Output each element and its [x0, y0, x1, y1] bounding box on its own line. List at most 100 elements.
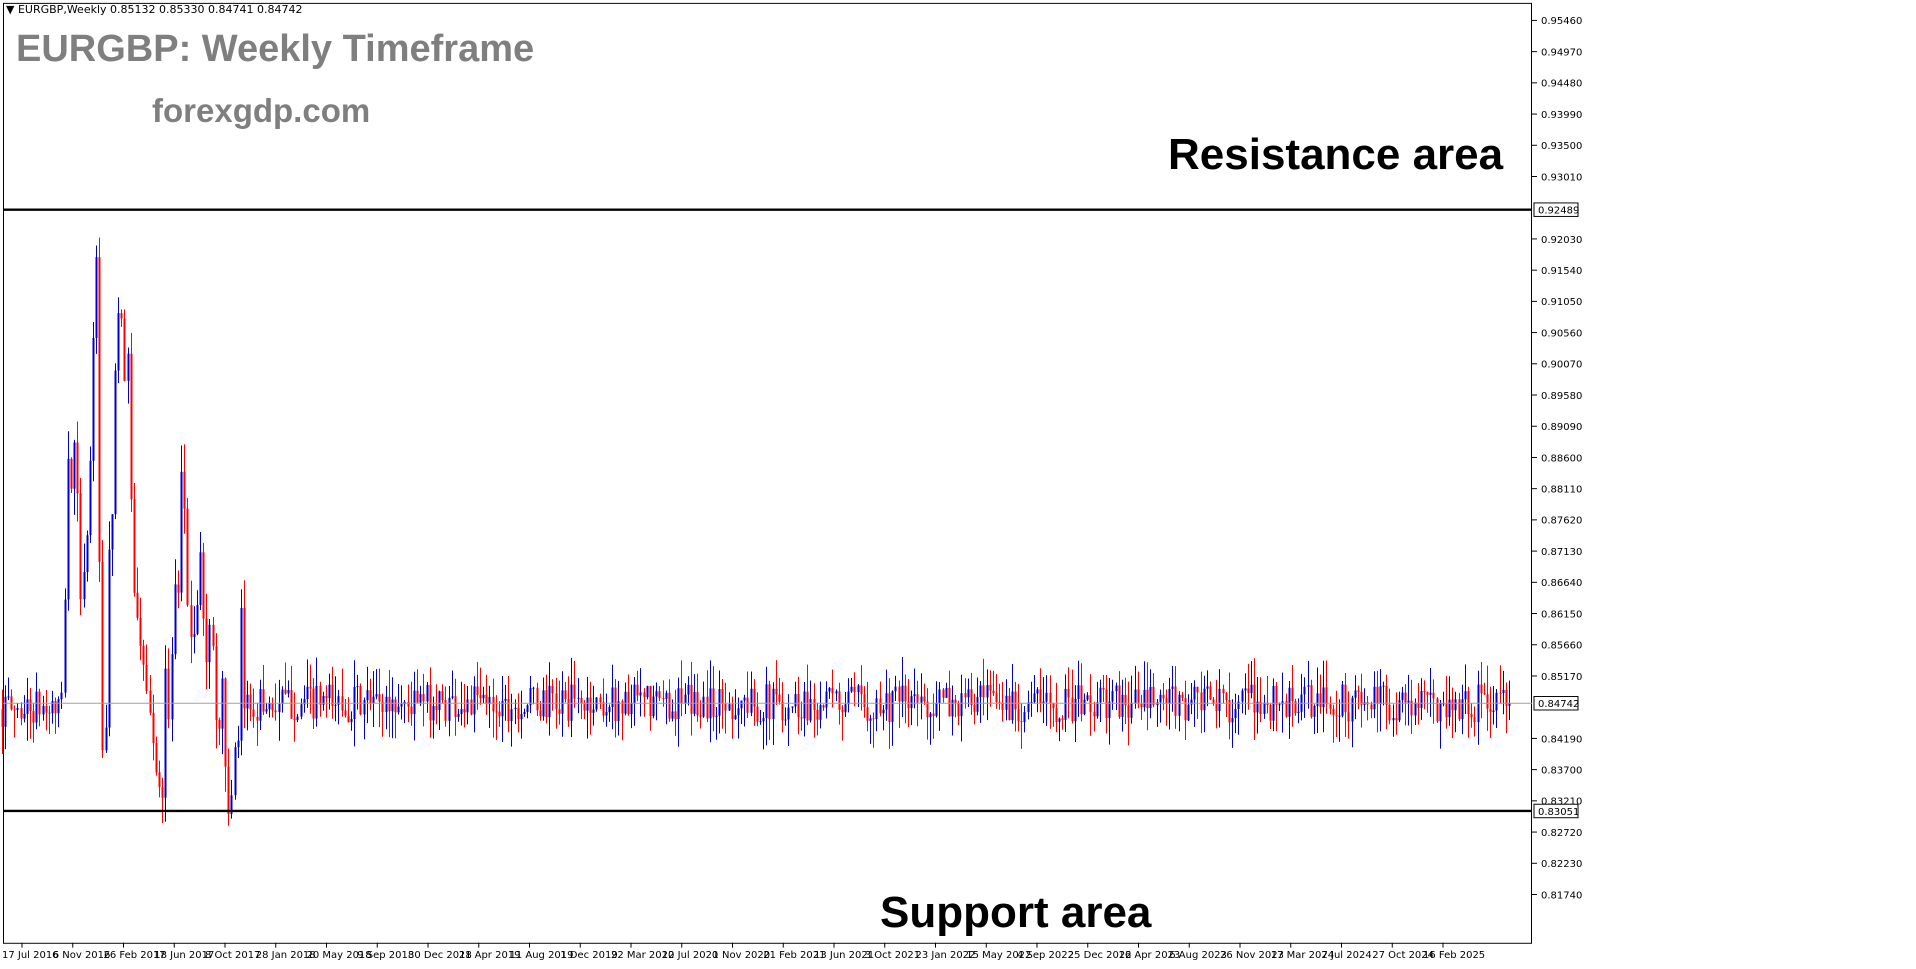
candle [1508, 680, 1511, 721]
candle [621, 699, 624, 741]
x-tick-label: 25 Dec 2022 [1068, 950, 1132, 961]
candle [1077, 660, 1080, 717]
candle [101, 540, 104, 759]
candle [526, 704, 529, 719]
candle [740, 700, 743, 724]
candle [643, 688, 646, 717]
candle [444, 686, 447, 727]
candle [1067, 667, 1070, 719]
candle [847, 678, 850, 713]
candle [240, 589, 243, 756]
x-tick-label: 20 May 2018 [307, 950, 372, 961]
candle [290, 665, 293, 720]
candle [234, 742, 237, 800]
candle [344, 699, 347, 718]
candle [1505, 682, 1508, 734]
candle [885, 669, 888, 721]
candle [1005, 679, 1008, 721]
candle [123, 309, 126, 382]
candle [844, 691, 847, 717]
chart-header: ▼ EURGBP,Weekly 0.85132 0.85330 0.84741 … [6, 3, 302, 16]
candle [1127, 681, 1130, 746]
candle [92, 321, 95, 482]
candle [1414, 698, 1417, 725]
candle [1278, 702, 1281, 712]
candle [1382, 681, 1385, 706]
candle [828, 686, 831, 699]
candle [1250, 661, 1253, 699]
candle [246, 680, 249, 731]
candle [1146, 662, 1149, 731]
candle [309, 664, 312, 714]
price-axis: 0.95460 0.94970 0.94480 0.93990 0.93500 0.930… [1532, 16, 1582, 901]
candle [787, 694, 790, 747]
candle [51, 690, 54, 724]
candle [1071, 669, 1074, 724]
candle [1001, 681, 1004, 722]
dropdown-triangle-icon[interactable]: ▼ [6, 3, 15, 16]
candle [57, 696, 60, 728]
candle [948, 670, 951, 717]
candle [224, 677, 227, 792]
candle [649, 685, 652, 731]
candle [715, 706, 718, 740]
candle [1360, 673, 1363, 728]
candle [463, 683, 466, 728]
candle [608, 704, 611, 722]
candle [1303, 677, 1306, 718]
candle [567, 676, 570, 727]
current-price-tag: 0.84742 [1533, 696, 1579, 711]
candle [501, 675, 504, 743]
candle [1244, 673, 1247, 715]
candle [1115, 682, 1118, 711]
candle [1200, 671, 1203, 734]
candle [73, 439, 76, 515]
candle [1395, 692, 1398, 735]
candle [1102, 675, 1105, 702]
candle [853, 672, 856, 707]
candle [636, 670, 639, 702]
candle [1165, 689, 1168, 726]
candle [457, 708, 460, 722]
candle [16, 703, 19, 719]
y-tick-label: 0.86640 [1541, 578, 1582, 589]
candle [706, 670, 709, 723]
candle [359, 683, 362, 716]
candle [784, 707, 787, 726]
candle [1266, 675, 1269, 714]
candle [319, 681, 322, 717]
candle [901, 656, 904, 718]
candle [108, 521, 111, 737]
candle [155, 736, 158, 776]
candle [1222, 684, 1225, 704]
candle [564, 681, 567, 703]
candle [813, 683, 816, 738]
candle [136, 567, 139, 621]
candle [577, 678, 580, 714]
candle [1388, 688, 1391, 725]
candle [1464, 664, 1467, 715]
candle [665, 690, 668, 725]
candle [1310, 679, 1313, 719]
candle [95, 245, 98, 354]
candle [819, 681, 822, 729]
x-tick-label: 1 Dec 2019 [560, 950, 617, 961]
candle [1209, 681, 1212, 701]
support-label: Support area [880, 888, 1152, 937]
candle [1329, 696, 1332, 715]
candle [1140, 694, 1143, 720]
candle [768, 680, 771, 740]
candle [1061, 714, 1064, 730]
candle [1332, 704, 1335, 743]
candle [639, 668, 642, 717]
candle [1269, 703, 1272, 730]
resistance-price-tag: 0.92489 [1533, 202, 1579, 217]
candle [954, 695, 957, 718]
x-tick-label: 30 Dec 2018 [408, 950, 472, 961]
candle [259, 679, 262, 731]
candle [322, 691, 325, 711]
candle [215, 633, 218, 749]
candle [1137, 671, 1140, 709]
candle [960, 674, 963, 742]
candle [1020, 703, 1023, 749]
